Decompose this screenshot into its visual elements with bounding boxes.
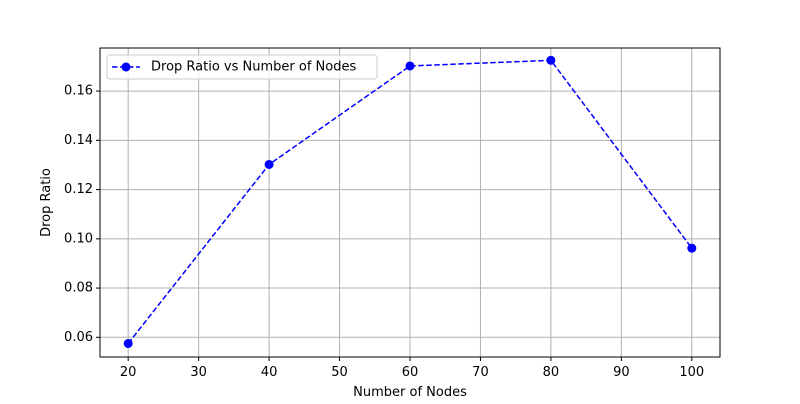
- grid: [100, 48, 720, 357]
- x-tick-label: 20: [120, 365, 137, 380]
- x-tick-label: 70: [472, 365, 489, 380]
- x-tick-label: 30: [190, 365, 207, 380]
- x-tick-label: 60: [402, 365, 419, 380]
- y-tick-label: 0.08: [64, 281, 93, 296]
- legend-label: Drop Ratio vs Number of Nodes: [151, 60, 356, 75]
- y-tick-label: 0.10: [64, 231, 93, 246]
- data-point-60: [405, 61, 415, 71]
- series-line-0: [127, 59, 693, 344]
- x-tick-label: 50: [331, 365, 348, 380]
- y-tick-label: 0.16: [64, 84, 93, 99]
- data-point-100: [687, 243, 697, 253]
- series-layer: [123, 55, 697, 348]
- x-axis-label: Number of Nodes: [353, 385, 467, 400]
- data-point-40: [264, 159, 274, 169]
- legend-marker-sample: [121, 62, 131, 72]
- y-axis-label: Drop Ratio: [39, 168, 54, 237]
- legend-box: [106, 54, 378, 80]
- x-tick-label: 80: [543, 365, 560, 380]
- y-tick-label: 0.06: [64, 330, 93, 345]
- y-tick-label: 0.12: [64, 182, 93, 197]
- x-tick-label: 90: [613, 365, 630, 380]
- data-point-20: [123, 338, 133, 348]
- legend: Drop Ratio vs Number of Nodes: [106, 54, 378, 80]
- x-tick-label: 100: [679, 365, 704, 380]
- x-tick-label: 40: [261, 365, 278, 380]
- ticks: 20 30 40 50 60 70 80 90 100 0.06 0.08 0.10 0.12 0.14 0…: [64, 84, 704, 380]
- data-point-80: [546, 55, 556, 65]
- y-tick-label: 0.14: [64, 133, 93, 148]
